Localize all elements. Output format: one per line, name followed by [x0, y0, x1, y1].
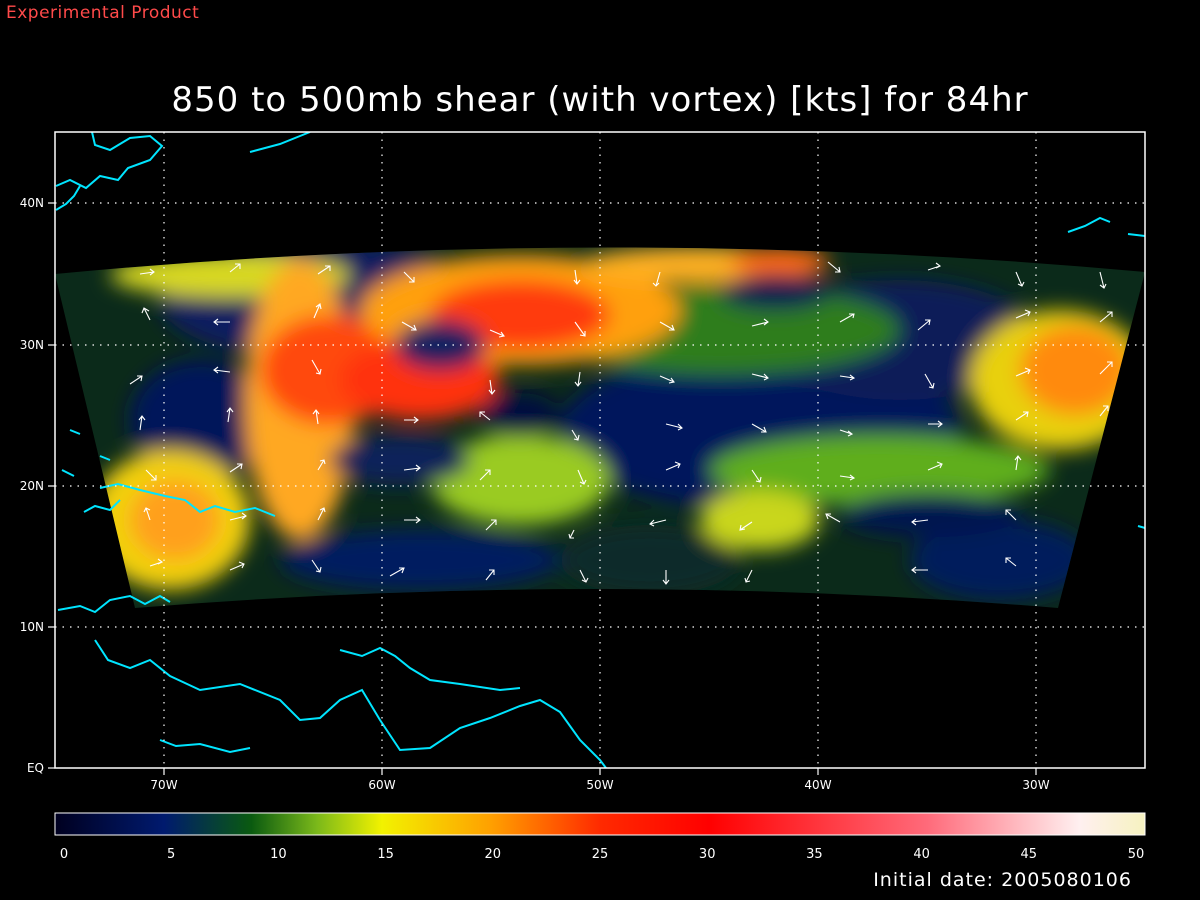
lon-label: 50W: [586, 778, 613, 792]
lat-axis-ticks: [48, 202, 55, 769]
shear-field: [55, 247, 1145, 608]
lon-axis-labels: 70W 60W 50W 40W 30W: [150, 778, 1049, 792]
colorbar-tick-label: 25: [592, 847, 609, 862]
colorbar-tick-label: 35: [806, 847, 823, 862]
colorbar-tick-label: 10: [270, 847, 287, 862]
colorbar-tick-label: 30: [699, 847, 716, 862]
colorbar-fill: [54, 812, 1146, 836]
colorbar: 0 5 10 15 20 25 30 35 40 45 50: [54, 812, 1146, 862]
colorbar-tick-label: 20: [485, 847, 502, 862]
lat-label: 20N: [20, 479, 44, 493]
colorbar-tick-label: 40: [913, 847, 930, 862]
coastlines: [55, 132, 1145, 768]
colorbar-tick-label: 50: [1128, 847, 1145, 862]
initial-date-label: Initial date: 2005080106: [873, 869, 1132, 891]
lon-label: 70W: [150, 778, 177, 792]
colorbar-tick-label: 5: [167, 847, 175, 862]
lon-axis-ticks: [163, 768, 1037, 775]
colorbar-tick-label: 15: [377, 847, 394, 862]
map-title: 850 to 500mb shear (with vortex) [kts] f…: [171, 80, 1029, 120]
shear-vector-arrows: [129, 261, 1113, 585]
lat-label: EQ: [27, 761, 44, 775]
lat-label: 40N: [20, 196, 44, 210]
plot-area: [55, 132, 1145, 768]
lon-label: 60W: [368, 778, 395, 792]
lat-axis-labels: EQ 10N 20N 30N 40N: [20, 196, 44, 775]
lon-label: 30W: [1022, 778, 1049, 792]
colorbar-ticks: 0 5 10 15 20 25 30 35 40 45 50: [60, 847, 1144, 862]
colorbar-tick-label: 0: [60, 847, 68, 862]
experimental-product-label: Experimental Product: [6, 3, 200, 23]
colorbar-tick-label: 45: [1021, 847, 1038, 862]
lon-label: 40W: [804, 778, 831, 792]
lat-lon-gridlines: [55, 132, 1145, 768]
lat-label: 30N: [20, 338, 44, 352]
lat-label: 10N: [20, 620, 44, 634]
